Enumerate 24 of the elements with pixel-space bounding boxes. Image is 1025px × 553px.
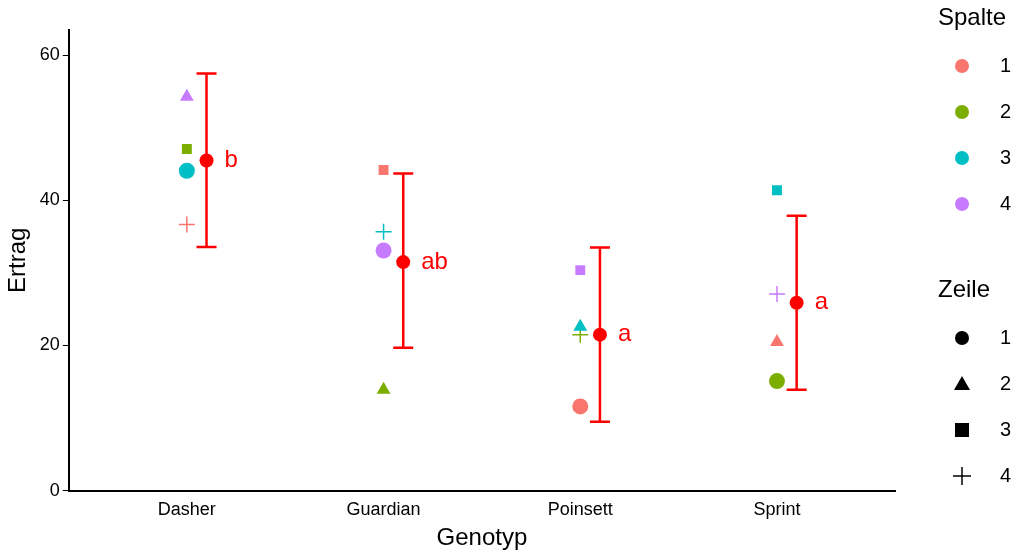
text: Zeile bbox=[938, 274, 991, 302]
data-label: ab bbox=[421, 246, 448, 274]
legend-title: Spalte bbox=[938, 2, 1007, 30]
x-axis-title: Genotyp bbox=[436, 523, 528, 551]
legend-label: 1 bbox=[1000, 53, 1012, 76]
legend-label: 4 bbox=[1000, 191, 1012, 214]
data-label: a bbox=[814, 287, 829, 315]
y-tick-label: 60 bbox=[39, 44, 60, 65]
y-tick-label: 0 bbox=[49, 479, 60, 500]
y-axis-title: Ertrag bbox=[3, 227, 31, 293]
text: 1 bbox=[1000, 325, 1012, 348]
text: 3 bbox=[1000, 417, 1012, 440]
y-tick-label: 20 bbox=[39, 334, 60, 355]
y-tick-label: 40 bbox=[39, 189, 60, 210]
text: 2 bbox=[1000, 371, 1012, 394]
data-label: a bbox=[617, 319, 632, 347]
x-tick-label: Poinsett bbox=[547, 499, 613, 520]
text: 4 bbox=[1000, 463, 1012, 486]
x-tick-label: Sprint bbox=[753, 499, 801, 520]
x-tick-label: Guardian bbox=[346, 499, 421, 520]
data-label: b bbox=[224, 145, 238, 173]
legend-label: 3 bbox=[1000, 145, 1012, 168]
x-tick-label: Dasher bbox=[157, 499, 216, 520]
legend-label: 2 bbox=[1000, 99, 1012, 122]
